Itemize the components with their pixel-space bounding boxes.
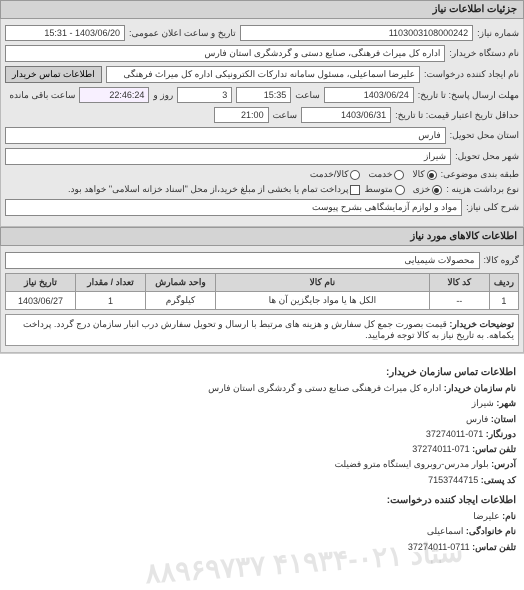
address-value: بلوار مدرس-روبروی ایستگاه مترو فضیلت	[335, 459, 489, 469]
buyer-note-box: توضیحات خریدار: قیمت بصورت جمع کل سفارش …	[5, 314, 519, 346]
city-label-c: شهر:	[496, 398, 516, 408]
days-remain-label: روز و	[153, 90, 173, 101]
name-value: علیرضا	[473, 511, 499, 521]
radio-label: خزی	[413, 184, 431, 195]
checkbox-label: پرداخت تمام یا بخشی از مبلغ خرید،از محل …	[68, 184, 348, 195]
announce-label: تاریخ و ساعت اعلان عمومی:	[129, 28, 236, 39]
delivery-radio-1[interactable]: خزی	[413, 184, 443, 195]
city-label: شهر محل تحویل:	[455, 151, 519, 162]
form-need-details: شماره نیاز: 1103003108000242 تاریخ و ساع…	[0, 19, 524, 227]
col-date: تاریخ نیاز	[6, 274, 76, 292]
address-label: آدرس:	[491, 459, 516, 469]
postal-label: کد پستی:	[481, 475, 516, 485]
contact-header-1: اطلاعات تماس سازمان خریدار:	[8, 364, 516, 381]
buyer-org-value: اداره کل میراث فرهنگی، صنایع دستی و گردش…	[5, 45, 445, 62]
radio-icon	[350, 170, 360, 180]
subject-class-label: طبقه بندی موضوعی:	[441, 169, 519, 180]
note-text: قیمت بصورت جمع کل سفارش و هزینه های مرتب…	[23, 319, 514, 340]
city-value-c: شیراز	[472, 398, 494, 408]
col-unit: واحد شمارش	[146, 274, 216, 292]
deadline-send-date: 1403/06/24	[324, 87, 414, 103]
price-valid-label: حداقل تاریخ اعتبار قیمت: تا تاریخ:	[395, 110, 519, 121]
province-label: استان محل تحویل:	[450, 130, 519, 141]
section-header-goods-info: اطلاعات کالاهای مورد نیاز	[0, 227, 524, 246]
section-title: جزئیات اطلاعات نیاز	[433, 4, 517, 15]
need-number-label: شماره نیاز:	[477, 28, 519, 39]
subject-class-group: کالا خدمت کالا/خدمت	[310, 169, 437, 180]
cell-name: الکل ها یا مواد جایگزین آن ها	[216, 292, 430, 310]
col-qty: تعداد / مقدار	[76, 274, 146, 292]
col-code: کد کالا	[429, 274, 489, 292]
need-summary-label: شرح کلی نیاز:	[466, 202, 519, 213]
col-name: نام کالا	[216, 274, 430, 292]
province-value-c: فارس	[466, 414, 488, 424]
need-summary-value: مواد و لوازم آزمایشگاهی بشرح پیوست	[5, 199, 462, 216]
phone-label: تلفن تماس:	[472, 444, 516, 454]
city-value: شیراز	[5, 148, 451, 165]
radio-label: کالا/خدمت	[310, 169, 349, 180]
subject-radio-both[interactable]: کالا/خدمت	[310, 169, 361, 180]
price-valid-time: 21:00	[214, 107, 269, 123]
price-valid-time-label: ساعت	[273, 110, 298, 121]
deadline-send-label: مهلت ارسال پاسخ: تا تاریخ:	[418, 90, 519, 101]
days-remain-value: 3	[177, 87, 232, 103]
delivery-radio-2[interactable]: متوسط	[364, 184, 404, 195]
table-header-row: ردیف کد کالا نام کالا واحد شمارش تعداد /…	[6, 274, 519, 292]
cell-code: --	[429, 292, 489, 310]
col-row: ردیف	[489, 274, 518, 292]
cell-date: 1403/06/27	[6, 292, 76, 310]
requester-value: علیرضا اسماعیلی، مسئول سامانه تدارکات ال…	[106, 66, 420, 83]
cell-unit: کیلوگرم	[146, 292, 216, 310]
goods-table: ردیف کد کالا نام کالا واحد شمارش تعداد /…	[5, 273, 519, 310]
subject-radio-goods[interactable]: کالا	[412, 169, 436, 180]
org-label: نام سازمان خریدار:	[444, 383, 516, 393]
name-label: نام:	[502, 511, 516, 521]
delivery-method-group: خزی متوسط	[364, 184, 442, 195]
radio-label: متوسط	[364, 184, 392, 195]
need-number-value: 1103003108000242	[240, 25, 473, 41]
family-label: نام خانوادگی:	[466, 526, 516, 536]
fax-label: دورنگار:	[486, 429, 516, 439]
phone2-value: 0711-37274011	[408, 542, 470, 552]
contact-header-2: اطلاعات ایجاد کننده درخواست:	[8, 492, 516, 509]
requester-label: نام ایجاد کننده درخواست:	[424, 69, 519, 80]
radio-icon	[432, 185, 442, 195]
radio-label: خدمت	[368, 169, 392, 180]
note-label: توضیحات خریدار:	[449, 319, 514, 329]
cell-qty: 1	[76, 292, 146, 310]
province-value: فارس	[5, 127, 446, 144]
radio-icon	[395, 185, 405, 195]
checkbox-icon	[350, 185, 360, 195]
section-header-need-details: جزئیات اطلاعات نیاز	[0, 0, 524, 19]
cell-row: 1	[489, 292, 518, 310]
delivery-method-label: نوع برداشت هزینه :	[446, 184, 519, 195]
treasury-checkbox-item[interactable]: پرداخت تمام یا بخشی از مبلغ خرید،از محل …	[68, 184, 360, 195]
goods-group-label: گروه کالا:	[484, 255, 519, 266]
buyer-org-label: نام دستگاه خریدار:	[449, 48, 519, 59]
radio-label: کالا	[412, 169, 424, 180]
province-label-c: استان:	[491, 414, 516, 424]
buyer-contact-button[interactable]: اطلاعات تماس خریدار	[5, 66, 102, 83]
deadline-send-time: 15:35	[236, 87, 291, 103]
announce-value: 1403/06/20 - 15:31	[5, 25, 125, 41]
table-row: 1 -- الکل ها یا مواد جایگزین آن ها کیلوگ…	[6, 292, 519, 310]
time-remain-value: 22:46:24	[79, 87, 149, 103]
radio-icon	[394, 170, 404, 180]
postal-value: 7153744715	[428, 475, 478, 485]
org-value: اداره کل میراث فرهنگی صنایع دستی و گردشگ…	[208, 383, 441, 393]
form-goods-info: گروه کالا: محصولات شیمیایی ردیف کد کالا …	[0, 246, 524, 353]
deadline-time-label: ساعت	[295, 90, 320, 101]
subject-radio-service[interactable]: خدمت	[368, 169, 404, 180]
radio-icon	[427, 170, 437, 180]
goods-group-value: محصولات شیمیایی	[5, 252, 480, 269]
phone2-label: تلفن تماس:	[472, 542, 516, 552]
time-remain-label: ساعت باقی مانده	[9, 90, 75, 101]
phone-value: 071-37274011	[412, 444, 469, 454]
family-value: اسماعیلی	[427, 526, 464, 536]
price-valid-date: 1403/06/31	[301, 107, 391, 123]
contact-block: اطلاعات تماس سازمان خریدار: نام سازمان خ…	[0, 353, 524, 561]
section-title: اطلاعات کالاهای مورد نیاز	[410, 231, 517, 242]
fax-value: 071-37274011	[426, 429, 483, 439]
